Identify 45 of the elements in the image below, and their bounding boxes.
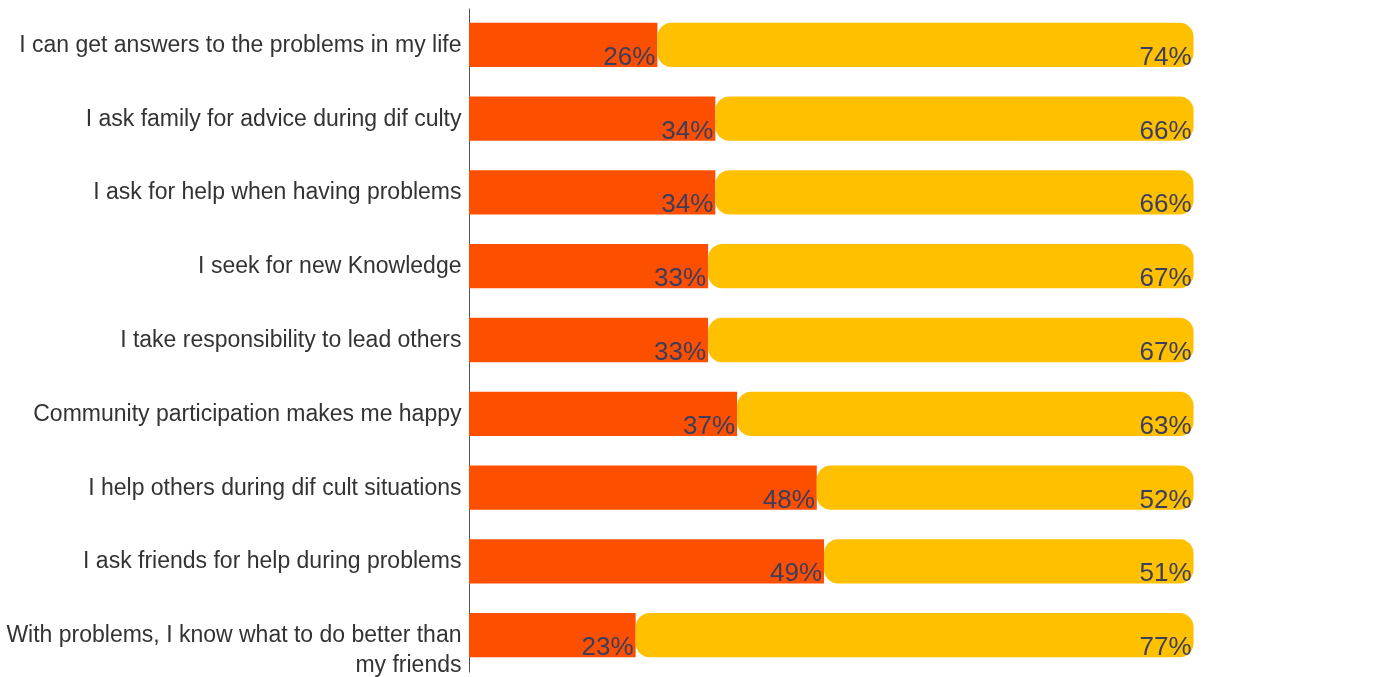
bar [737,391,1194,436]
data-label: 49% [769,557,823,588]
data-label: 33% [654,336,707,366]
data-label: 63% [1139,409,1192,440]
data-label: 34% [661,114,714,145]
bar [657,22,1194,68]
bar [715,96,1194,141]
bar [469,317,709,363]
bar [469,465,817,510]
data-label: 37% [683,409,736,440]
data-label: 67% [1139,262,1192,293]
bar [469,96,716,141]
data-label: 51% [1139,557,1192,588]
bar [816,465,1194,510]
data-label: 67% [1139,336,1192,366]
y-tick-label: Community participation makes me happy [33,399,462,426]
bar [708,317,1194,363]
bar [469,244,709,289]
data-label: 66% [1139,188,1192,219]
bar [469,22,658,68]
data-label: 77% [1139,631,1192,662]
bar [824,539,1194,584]
data-label: 23% [581,631,634,662]
y-tick-label: I can get answers to the problems in my life [19,30,462,57]
data-label: 74% [1139,40,1192,71]
y-tick-label: I seek for new Knowledge [198,252,462,279]
bar [715,170,1194,215]
y-tick-label: I ask for help when having problems [93,178,462,205]
y-tick-label: I help others during dif cult situations [88,473,462,500]
bar [635,612,1194,658]
bar [469,539,825,584]
data-label: 66% [1139,114,1192,145]
bar [469,612,636,658]
bar [708,244,1194,289]
data-label: 26% [603,40,656,71]
y-tick-label: I take responsibility to lead others [120,326,462,352]
data-label: 48% [762,483,815,514]
bar [469,391,738,436]
bar [469,170,716,215]
y-tick-label: I ask family for advice during dif culty [85,104,462,131]
data-label: 33% [654,262,707,293]
data-label: 34% [661,188,714,219]
data-label: 52% [1139,483,1192,514]
y-tick-label: With problems, I know what to do better than my friends [6,621,462,677]
y-tick-label: I ask friends for help during problems [83,547,462,574]
